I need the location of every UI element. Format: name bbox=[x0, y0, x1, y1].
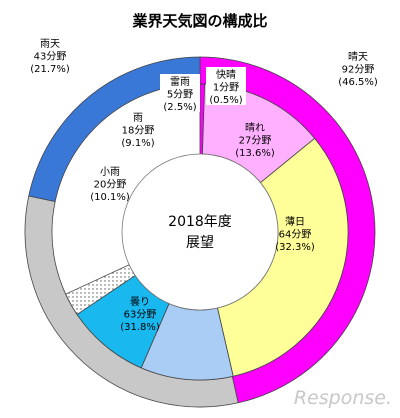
center-text-line1: 2018年度 bbox=[168, 214, 232, 230]
label-inner-5-count: 5分野 bbox=[167, 89, 193, 101]
label-inner-3-pct: (10.1%) bbox=[90, 192, 130, 203]
center-text-line2: 展望 bbox=[186, 235, 214, 251]
chart-title: 業界天気図の構成比 bbox=[131, 12, 267, 30]
inner-ring bbox=[65, 83, 349, 381]
label-outer-0-pct: (46.5%) bbox=[338, 77, 378, 88]
label-inner-0-pct: (0.5%) bbox=[209, 95, 242, 106]
label-outer-1-pct: (31.8%) bbox=[120, 322, 160, 333]
label-outer-0-name: 晴天 bbox=[348, 50, 368, 63]
label-inner-5-name: 雷雨 bbox=[170, 76, 190, 88]
label-inner-4-name: 雨 bbox=[133, 113, 143, 124]
label-inner-5-pct: (2.5%) bbox=[163, 102, 196, 113]
label-outer-2-name: 雨天 bbox=[40, 39, 60, 50]
outer-slice-2 bbox=[28, 56, 201, 203]
label-inner-2-count: 64分野 bbox=[279, 229, 312, 241]
label-outer-2-pct: (21.7%) bbox=[30, 64, 70, 75]
label-inner-5-bg bbox=[160, 74, 200, 112]
label-outer-1-name: 曇り bbox=[130, 296, 150, 308]
label-inner-1-count: 27分野 bbox=[239, 135, 272, 147]
label-inner-4-count: 18分野 bbox=[122, 125, 155, 137]
label-inner-1-name: 晴れ bbox=[245, 121, 265, 134]
label-outer-0-count: 92分野 bbox=[342, 64, 375, 76]
label-inner-0-name: 快晴 bbox=[216, 68, 236, 81]
label-inner-2-pct: (32.3%) bbox=[275, 242, 315, 253]
watermark-logo: Response. bbox=[294, 387, 392, 409]
label-inner-0-count: 1分野 bbox=[213, 82, 239, 94]
label-inner-4-pct: (9.1%) bbox=[121, 138, 154, 149]
outer-ring bbox=[24, 56, 376, 408]
center-hole bbox=[121, 153, 279, 311]
label-inner-0-bg bbox=[206, 67, 246, 105]
label-inner-2-name: 薄日 bbox=[285, 215, 305, 228]
label-outer-1-count: 63分野 bbox=[124, 309, 157, 321]
label-inner-3-count: 20分野 bbox=[94, 179, 127, 191]
label-inner-1-pct: (13.6%) bbox=[235, 148, 275, 159]
label-outer-2-count: 43分野 bbox=[34, 51, 67, 63]
label-inner-3-name: 小雨 bbox=[100, 166, 120, 178]
